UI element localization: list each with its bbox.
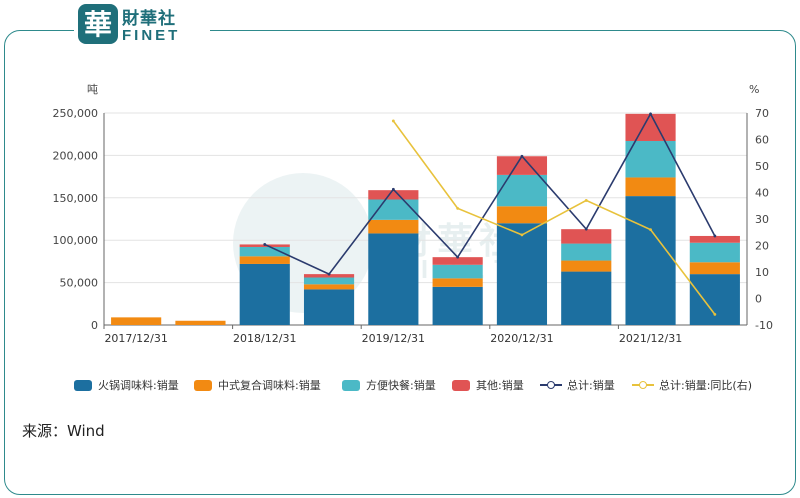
- brand-name-cn: 財華社: [122, 9, 176, 29]
- legend-swatch: [342, 379, 360, 391]
- total-volume-point: [456, 255, 460, 259]
- bar-segment: [111, 317, 162, 325]
- bar-segment: [368, 233, 419, 325]
- legend-label: 总计:销量:同比(右): [659, 379, 752, 392]
- x-tick-label: 2017/12/31: [104, 332, 167, 345]
- x-tick-label: 2019/12/31: [362, 332, 425, 345]
- bar-segment: [368, 199, 419, 220]
- svg-text:華: 華: [84, 8, 112, 41]
- total-volume-point: [391, 187, 395, 191]
- y-left-tick-label: 150,000: [53, 192, 99, 205]
- bar-segment: [239, 256, 290, 264]
- legend-label: 总计:销量: [567, 379, 615, 392]
- legend-label: 方便快餐:销量: [366, 379, 436, 392]
- bar-segment: [239, 246, 290, 257]
- bar-segment: [303, 284, 355, 290]
- legend-item[interactable]: 其他:销量: [452, 377, 524, 393]
- yoy-point: [649, 228, 652, 232]
- bar-segment: [496, 156, 548, 175]
- yoy-point: [520, 233, 524, 237]
- bar-segment: [689, 274, 740, 325]
- y-right-tick-label: 60: [755, 134, 769, 147]
- y-left-tick-label: 250,000: [53, 107, 99, 120]
- legend-item[interactable]: 总计:销量:同比(右): [632, 377, 752, 393]
- y-left-tick-label: 50,000: [60, 277, 99, 290]
- total-volume-point: [713, 234, 717, 238]
- yoy-line: [392, 120, 716, 315]
- y-left-tick-label: 100,000: [53, 234, 99, 247]
- y-right-tick-label: 70: [755, 107, 769, 120]
- x-tick-label: 2018/12/31: [233, 332, 296, 345]
- bar-segment: [689, 235, 740, 243]
- bar-segment: [303, 274, 355, 278]
- legend-line-marker: [540, 379, 562, 391]
- bar-segment: [432, 257, 483, 265]
- brand-name-en: FINET: [122, 27, 181, 44]
- total-volume-point: [263, 243, 267, 246]
- bar-segment: [496, 223, 548, 325]
- y-right-tick-label: 50: [755, 160, 769, 173]
- bar-segment: [303, 277, 355, 285]
- y-right-tick-label: 0: [755, 293, 762, 306]
- total-volume-point: [327, 272, 331, 276]
- bar-segment: [303, 289, 355, 325]
- legend-item[interactable]: 中式复合调味料:销量: [194, 377, 321, 393]
- legend-swatch: [194, 379, 212, 391]
- bar-segment: [625, 113, 676, 141]
- legend-swatch: [74, 379, 92, 391]
- y-right-tick-label: 20: [755, 240, 769, 253]
- total-volume-point: [520, 154, 524, 158]
- y-right-tick-label: -10: [755, 319, 773, 332]
- legend-swatch: [452, 379, 470, 391]
- bar-segment: [689, 242, 740, 263]
- bar-segment: [561, 271, 612, 325]
- bar-segment: [689, 262, 740, 275]
- bar-segment: [496, 206, 548, 224]
- yoy-point: [456, 207, 460, 210]
- chart-legend: 火锅调味料:销量 中式复合调味料:销量 方便快餐:销量 其他:销量 总计:销量 总计:销量…: [74, 377, 764, 397]
- total-volume-point: [649, 112, 652, 116]
- yoy-point: [584, 199, 588, 202]
- legend-line-marker: [632, 379, 654, 391]
- bar-segment: [625, 196, 676, 325]
- bar-segment: [432, 286, 483, 325]
- y-right-tick-label: 10: [755, 266, 769, 279]
- bar-segment: [368, 190, 419, 200]
- y-left-tick-label: 0: [91, 319, 98, 332]
- y-right-tick-label: 30: [755, 213, 769, 226]
- bar-segment: [368, 219, 419, 234]
- bar-segment: [432, 264, 483, 279]
- bar-segment: [561, 229, 612, 244]
- total-volume-line: [264, 112, 716, 276]
- legend-item[interactable]: 方便快餐:销量: [342, 377, 436, 393]
- bar-segment: [432, 278, 483, 287]
- legend-item[interactable]: 火锅调味料:销量: [74, 377, 179, 393]
- legend-label: 火锅调味料:销量: [98, 379, 179, 392]
- bar-segment: [239, 263, 290, 325]
- total-volume-point: [584, 227, 588, 231]
- bar-segment: [561, 260, 612, 272]
- y-right-unit: %: [749, 83, 759, 96]
- bar-segment: [561, 243, 612, 261]
- yoy-point: [713, 313, 717, 316]
- yoy-point: [391, 119, 395, 123]
- y-right-tick-label: 40: [755, 187, 769, 200]
- y-left-unit: 吨: [87, 83, 98, 96]
- legend-label: 其他:销量: [476, 379, 524, 392]
- legend-label: 中式复合调味料:销量: [218, 379, 321, 392]
- finet-logo-icon: 華: [78, 4, 118, 44]
- x-tick-label: 2021/12/31: [619, 332, 682, 345]
- bar-segment: [496, 174, 548, 207]
- bar-segment: [625, 177, 676, 197]
- bar-segment: [175, 320, 226, 325]
- y-left-tick-label: 200,000: [53, 149, 99, 162]
- legend-item[interactable]: 总计:销量: [540, 377, 615, 393]
- source-note: 来源：Wind: [22, 422, 105, 440]
- x-tick-label: 2020/12/31: [490, 332, 553, 345]
